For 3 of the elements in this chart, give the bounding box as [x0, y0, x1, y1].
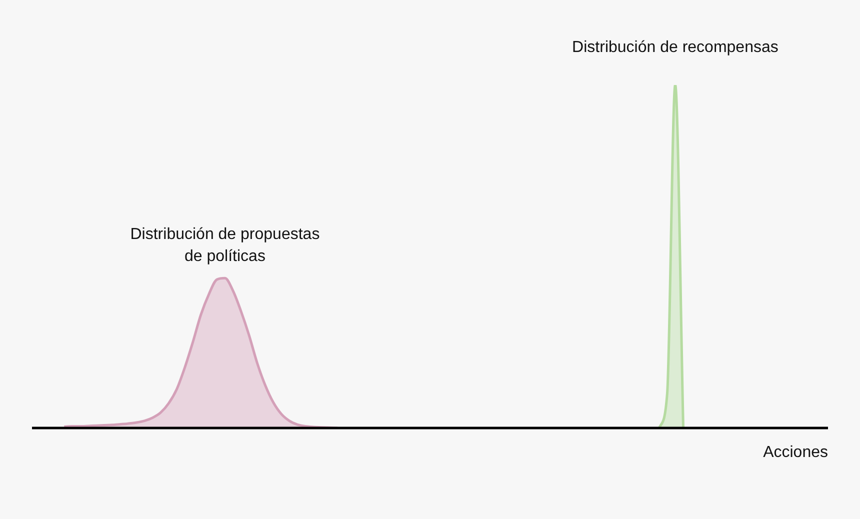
x-axis-title: Acciones	[763, 444, 828, 462]
annotation: Distribución de propuestas de políticas	[130, 225, 320, 268]
text: Distribución de recompensas	[572, 38, 778, 58]
